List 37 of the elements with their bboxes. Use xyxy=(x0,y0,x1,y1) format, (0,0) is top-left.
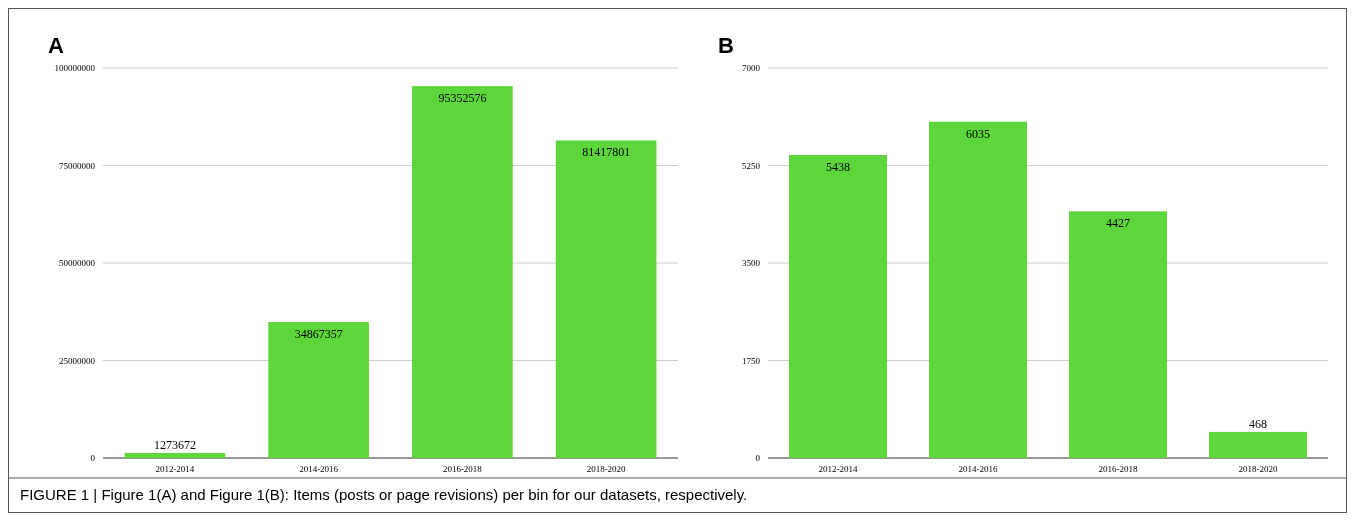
chart-title: B xyxy=(718,33,734,58)
data-label: 95352576 xyxy=(438,91,487,106)
caption: FIGURE 1 | Figure 1(A) and Figure 1(B): Items (posts or page revisions) per bin for our datasets, respectively. xyxy=(20,486,748,503)
x-tick-label: 2018-2020 xyxy=(586,464,627,474)
x-tick-label: 2012-2014 xyxy=(818,464,858,474)
data-label: 468 xyxy=(1249,416,1267,431)
x-tick-label: 2014-2016 xyxy=(299,464,339,474)
y-tick-label: 25000000 xyxy=(59,355,96,366)
bar xyxy=(412,86,513,458)
bar xyxy=(929,121,1027,458)
y-tick-label: 0 xyxy=(755,453,761,463)
bar xyxy=(1069,211,1167,458)
y-tick-label: 3500 xyxy=(742,258,761,268)
y-tick-label: 75000000 xyxy=(59,160,96,171)
x-tick-label: 2012-2014 xyxy=(155,464,195,474)
y-tick-label: 7000 xyxy=(742,63,761,73)
x-tick-label: 2018-2020 xyxy=(1238,464,1278,474)
bar xyxy=(268,322,369,458)
bar xyxy=(1209,431,1307,458)
x-tick-label: 2016-2018 xyxy=(442,464,483,474)
data-label: 1273672 xyxy=(153,438,196,453)
bar xyxy=(555,140,657,458)
y-tick-label: 100000000 xyxy=(54,63,96,73)
x-tick-label: 2016-2018 xyxy=(1098,464,1138,474)
y-tick-label: 50000000 xyxy=(59,258,96,268)
bar xyxy=(789,155,887,458)
data-label: 81417801 xyxy=(582,145,631,160)
data-label: 6035 xyxy=(966,126,990,141)
data-label: 5438 xyxy=(826,160,850,175)
x-tick-label: 2014-2016 xyxy=(958,464,998,474)
y-tick-label: 5250 xyxy=(742,160,761,171)
chart-title: A xyxy=(48,33,64,58)
bar xyxy=(124,453,226,458)
y-tick-label: 0 xyxy=(90,453,96,463)
data-label: 4427 xyxy=(1106,216,1130,231)
data-label: 34867357 xyxy=(294,327,343,342)
y-tick-label: 1750 xyxy=(742,355,761,366)
